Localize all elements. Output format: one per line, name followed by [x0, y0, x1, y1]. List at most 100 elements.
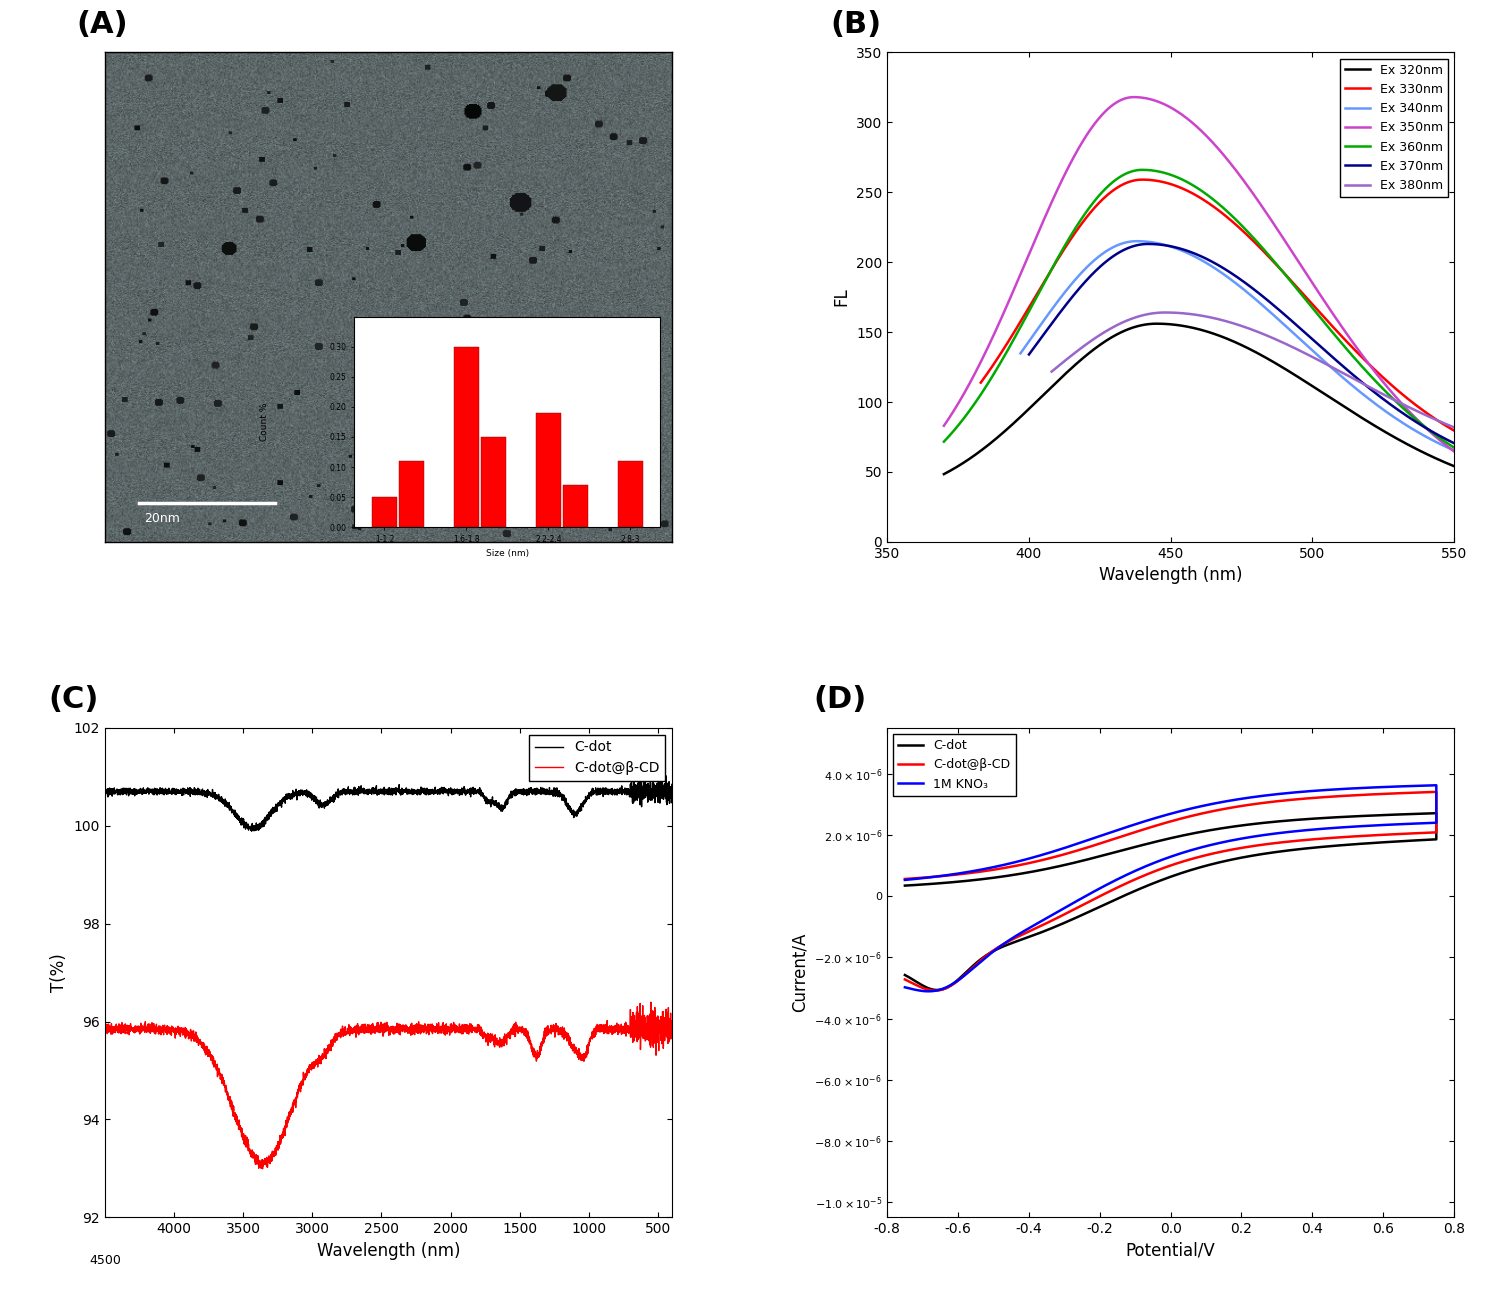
Ex 340nm	[1139, 234, 1157, 250]
Ex 360nm	[1445, 440, 1463, 456]
Ex 350nm	[1154, 96, 1172, 111]
C-dot@β-CD	[366, 1018, 384, 1034]
C-dot@β-CD	[96, 1025, 114, 1041]
1M KNO₃	[1427, 778, 1445, 793]
C-dot	[663, 776, 681, 792]
Line: C-dot@β-CD: C-dot@β-CD	[105, 1003, 672, 1169]
C-dot@β-CD	[253, 1161, 271, 1177]
C-dot	[646, 783, 664, 798]
Ex 370nm	[1445, 436, 1463, 452]
Ex 320nm	[1325, 391, 1343, 407]
Line: Ex 340nm: Ex 340nm	[1021, 241, 1454, 450]
C-dot@β-CD	[1427, 784, 1445, 800]
Line: Ex 320nm: Ex 320nm	[944, 323, 1454, 474]
C-dot@β-CD	[926, 869, 944, 885]
Ex 380nm	[1139, 306, 1157, 322]
Ex 340nm	[1429, 435, 1447, 450]
Line: Ex 380nm: Ex 380nm	[1052, 313, 1454, 427]
1M KNO₃	[926, 869, 944, 885]
C-dot@β-CD	[1414, 825, 1432, 840]
Ex 330nm	[1154, 174, 1172, 190]
Line: Ex 370nm: Ex 370nm	[1028, 243, 1454, 444]
Line: Ex 330nm: Ex 330nm	[980, 179, 1454, 431]
Ex 380nm	[1154, 305, 1172, 321]
Line: C-dot: C-dot	[905, 813, 1436, 990]
C-dot	[926, 876, 944, 891]
Ex 360nm	[1139, 162, 1157, 178]
C-dot	[618, 784, 636, 800]
Ex 350nm	[1139, 90, 1157, 106]
Text: 4500: 4500	[88, 1254, 121, 1267]
Ex 360nm	[1154, 165, 1172, 181]
Ex 360nm	[1325, 326, 1343, 342]
C-dot@β-CD	[1121, 826, 1139, 842]
C-dot@β-CD	[950, 971, 968, 987]
Ex 360nm	[1429, 428, 1447, 444]
C-dot@β-CD	[508, 1021, 526, 1037]
C-dot	[928, 982, 946, 997]
Legend: C-dot, C-dot@β-CD: C-dot, C-dot@β-CD	[529, 734, 666, 781]
Ex 380nm	[1429, 412, 1447, 428]
C-dot	[334, 783, 352, 798]
Text: (C): (C)	[48, 686, 99, 715]
Ex 350nm	[1325, 306, 1343, 322]
C-dot	[243, 823, 261, 839]
Ex 370nm	[1154, 237, 1172, 253]
X-axis label: Wavelength (nm): Wavelength (nm)	[1099, 567, 1243, 584]
Legend: C-dot, C-dot@β-CD, 1M KNO₃: C-dot, C-dot@β-CD, 1M KNO₃	[893, 734, 1015, 796]
Ex 330nm	[1429, 412, 1447, 428]
Ex 340nm	[1325, 361, 1343, 377]
Y-axis label: Current/A: Current/A	[791, 933, 809, 1012]
Line: Ex 350nm: Ex 350nm	[944, 97, 1454, 452]
Ex 320nm	[1445, 458, 1463, 474]
C-dot	[950, 970, 968, 986]
C-dot	[896, 878, 914, 894]
Ex 350nm	[1429, 431, 1447, 446]
C-dot@β-CD	[642, 995, 660, 1011]
C-dot@β-CD	[618, 1018, 636, 1034]
Y-axis label: T(%): T(%)	[49, 953, 67, 992]
C-dot	[339, 781, 357, 797]
Ex 380nm	[1445, 419, 1463, 435]
1M KNO₃	[919, 983, 937, 999]
1M KNO₃	[926, 869, 944, 885]
C-dot@β-CD	[896, 971, 914, 987]
Ex 370nm	[1429, 427, 1447, 442]
Ex 320nm	[1429, 452, 1447, 467]
Ex 350nm	[1429, 431, 1447, 446]
Ex 330nm	[1445, 423, 1463, 439]
1M KNO₃	[896, 979, 914, 995]
Ex 350nm	[1445, 444, 1463, 459]
Ex 370nm	[1139, 236, 1157, 251]
Ex 320nm	[1429, 452, 1447, 467]
C-dot@β-CD	[663, 1026, 681, 1042]
Ex 330nm	[1139, 171, 1157, 187]
C-dot@β-CD	[334, 1024, 352, 1039]
C-dot	[366, 784, 384, 800]
C-dot@β-CD	[896, 870, 914, 886]
Ex 320nm	[1154, 315, 1172, 331]
Ex 340nm	[1154, 237, 1172, 253]
Ex 330nm	[1429, 412, 1447, 428]
Ex 380nm	[1325, 360, 1343, 376]
C-dot@β-CD	[926, 869, 944, 885]
1M KNO₃	[1414, 816, 1432, 831]
Ex 360nm	[1429, 428, 1447, 444]
C-dot	[1414, 833, 1432, 848]
1M KNO₃	[950, 971, 968, 987]
Line: C-dot@β-CD: C-dot@β-CD	[905, 792, 1436, 991]
Y-axis label: FL: FL	[832, 288, 850, 306]
Ex 330nm	[1325, 319, 1343, 335]
Legend: Ex 320nm, Ex 330nm, Ex 340nm, Ex 350nm, Ex 360nm, Ex 370nm, Ex 380nm: Ex 320nm, Ex 330nm, Ex 340nm, Ex 350nm, …	[1340, 59, 1448, 198]
Line: Ex 360nm: Ex 360nm	[944, 170, 1454, 448]
Ex 380nm	[1429, 412, 1447, 428]
C-dot	[926, 876, 944, 891]
Ex 340nm	[1429, 435, 1447, 450]
X-axis label: Wavelength (nm): Wavelength (nm)	[316, 1242, 460, 1259]
C-dot	[1385, 834, 1403, 850]
Ex 340nm	[1445, 442, 1463, 458]
1M KNO₃	[1385, 817, 1403, 833]
C-dot	[896, 967, 914, 983]
C-dot	[630, 767, 648, 783]
Line: 1M KNO₃: 1M KNO₃	[905, 785, 1436, 991]
